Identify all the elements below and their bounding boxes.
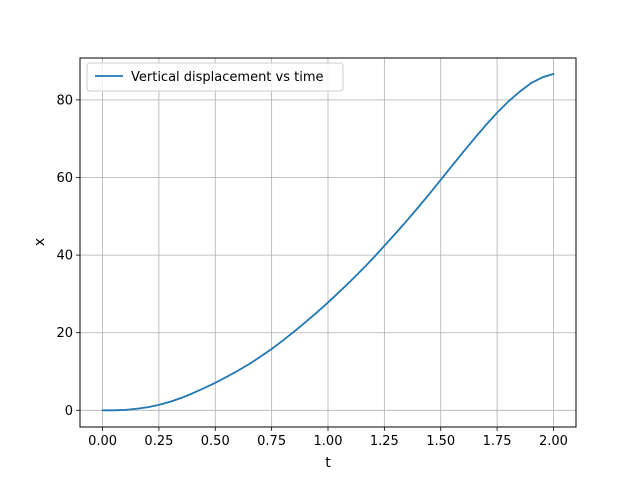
y-axis-label: x bbox=[32, 238, 48, 246]
y-axis-ticks: 0 20 40 60 80 bbox=[56, 93, 80, 419]
y-tick-label: 40 bbox=[56, 249, 73, 264]
x-tick-label: 1.25 bbox=[370, 434, 399, 449]
y-tick-label: 20 bbox=[56, 326, 73, 341]
legend-label: Vertical displacement vs time bbox=[131, 70, 324, 85]
x-tick-label: 1.75 bbox=[483, 434, 512, 449]
x-axis-ticks: 0.00 0.25 0.50 0.75 1.00 1.25 1.50 1.75 2.00 bbox=[88, 427, 568, 449]
series-layer bbox=[101, 73, 555, 412]
x-tick-label: 0.00 bbox=[88, 434, 117, 449]
y-tick-label: 60 bbox=[56, 171, 73, 186]
x-tick-label: 1.00 bbox=[314, 434, 343, 449]
legend: Vertical displacement vs time bbox=[86, 62, 344, 92]
y-tick-label: 0 bbox=[65, 404, 73, 419]
x-axis-label: t bbox=[325, 455, 331, 471]
x-tick-label: 0.75 bbox=[257, 434, 286, 449]
y-tick-label: 80 bbox=[56, 93, 73, 108]
x-tick-label: 2.00 bbox=[539, 434, 568, 449]
x-tick-label: 1.50 bbox=[426, 434, 455, 449]
series-line bbox=[101, 73, 555, 412]
x-tick-label: 0.50 bbox=[201, 434, 230, 449]
grid bbox=[80, 58, 576, 427]
legend-box bbox=[86, 62, 344, 92]
x-tick-label: 0.25 bbox=[144, 434, 173, 449]
